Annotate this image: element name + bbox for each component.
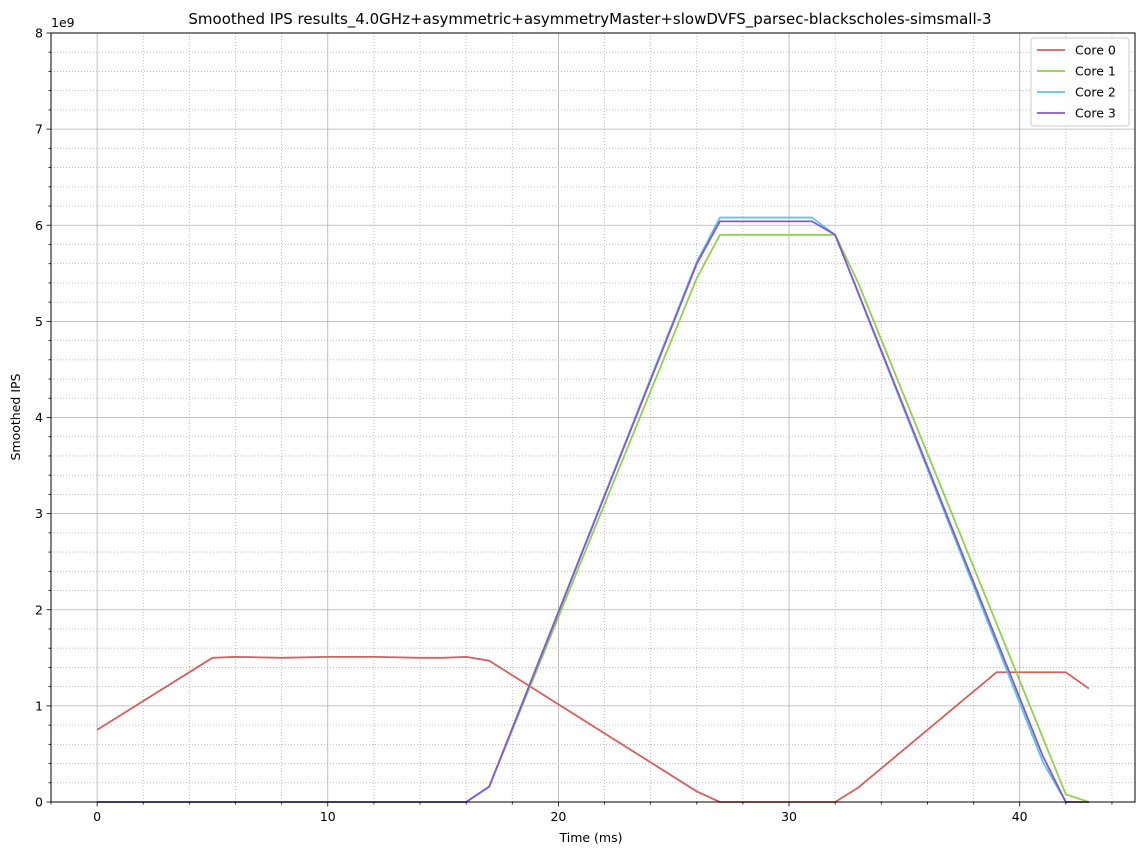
- y-tick-label: 5: [35, 314, 43, 329]
- y-tick-label: 1: [35, 698, 43, 713]
- y-axis: 0 1 2 3 4 5 6 7 8: [35, 26, 51, 810]
- x-tick-label: 10: [320, 809, 336, 824]
- x-axis-label: Time (ms): [558, 830, 622, 845]
- y-tick-label: 3: [35, 506, 43, 521]
- legend-label: Core 2: [1075, 85, 1116, 100]
- y-tick-label: 0: [35, 795, 43, 810]
- x-tick-label: 20: [550, 809, 566, 824]
- legend-label: Core 1: [1075, 64, 1116, 79]
- y-tick-label: 8: [35, 26, 43, 41]
- y-axis-label: Smoothed IPS: [8, 373, 23, 460]
- x-axis: 0 10 20 30 40: [50, 802, 1113, 824]
- legend: Core 0 Core 1 Core 2 Core 3: [1030, 37, 1130, 127]
- series-line-core-0: [96, 655, 1090, 803]
- series-line-core-1: [97, 233, 1090, 803]
- y-tick-label: 6: [35, 218, 43, 233]
- y-tick-label: 2: [35, 602, 43, 617]
- y-offset-label: 1e9: [51, 15, 75, 30]
- series-line-core-3: [97, 220, 1089, 803]
- chart-title: Smoothed IPS results_4.0GHz+asymmetric+a…: [188, 10, 991, 29]
- x-tick-label: 30: [781, 809, 797, 824]
- series-lines: [96, 216, 1090, 803]
- legend-label: Core 0: [1075, 43, 1116, 58]
- series-line-core-2: [97, 216, 1089, 803]
- legend-box: [1030, 37, 1130, 127]
- x-tick-label: 40: [1012, 809, 1028, 824]
- y-tick-label: 4: [35, 410, 43, 425]
- legend-label: Core 3: [1075, 106, 1116, 121]
- y-tick-label: 7: [35, 122, 43, 137]
- x-tick-label: 0: [93, 809, 101, 824]
